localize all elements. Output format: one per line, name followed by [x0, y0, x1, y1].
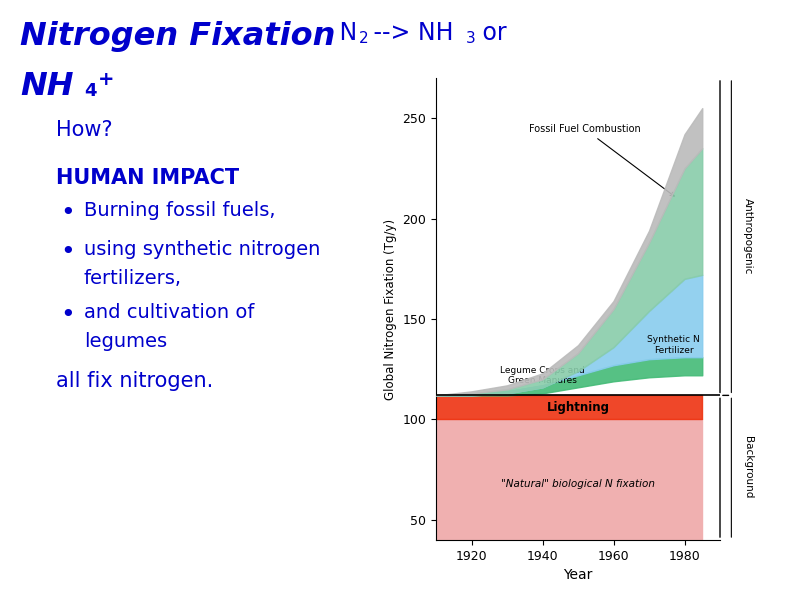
Text: using synthetic nitrogen: using synthetic nitrogen [84, 240, 320, 259]
Text: Nitrogen Fixation: Nitrogen Fixation [20, 21, 335, 52]
Text: Synthetic N
Fertilizer: Synthetic N Fertilizer [647, 335, 700, 355]
Text: Background: Background [743, 436, 754, 499]
Text: 2: 2 [358, 31, 368, 46]
Text: •: • [60, 201, 74, 225]
X-axis label: Year: Year [563, 568, 593, 582]
Text: or: or [475, 21, 507, 45]
Text: 3: 3 [466, 31, 475, 46]
Text: fertilizers,: fertilizers, [84, 269, 182, 288]
Text: --> NH: --> NH [366, 21, 454, 45]
Text: Fossil Fuel Combustion: Fossil Fuel Combustion [530, 124, 674, 196]
Text: legumes: legumes [84, 332, 167, 351]
Y-axis label: Global Nitrogen Fixation (Tg/y): Global Nitrogen Fixation (Tg/y) [384, 218, 397, 400]
Text: Burning fossil fuels,: Burning fossil fuels, [84, 201, 275, 220]
Text: NH: NH [20, 71, 74, 102]
Text: Lightning: Lightning [546, 401, 610, 414]
Text: •: • [60, 240, 74, 264]
Text: HUMAN IMPACT: HUMAN IMPACT [56, 168, 239, 188]
Text: "Natural" biological N fixation: "Natural" biological N fixation [501, 479, 655, 489]
Text: +: + [98, 70, 114, 89]
Text: all fix nitrogen.: all fix nitrogen. [56, 371, 214, 391]
Text: Anthropogenic: Anthropogenic [743, 199, 754, 275]
Text: N: N [332, 21, 358, 45]
Text: •: • [60, 303, 74, 327]
Text: and cultivation of: and cultivation of [84, 303, 254, 322]
Text: How?: How? [56, 120, 113, 140]
Text: Legume Crops and
Green Manures: Legume Crops and Green Manures [500, 365, 585, 385]
Text: 4: 4 [84, 82, 97, 100]
